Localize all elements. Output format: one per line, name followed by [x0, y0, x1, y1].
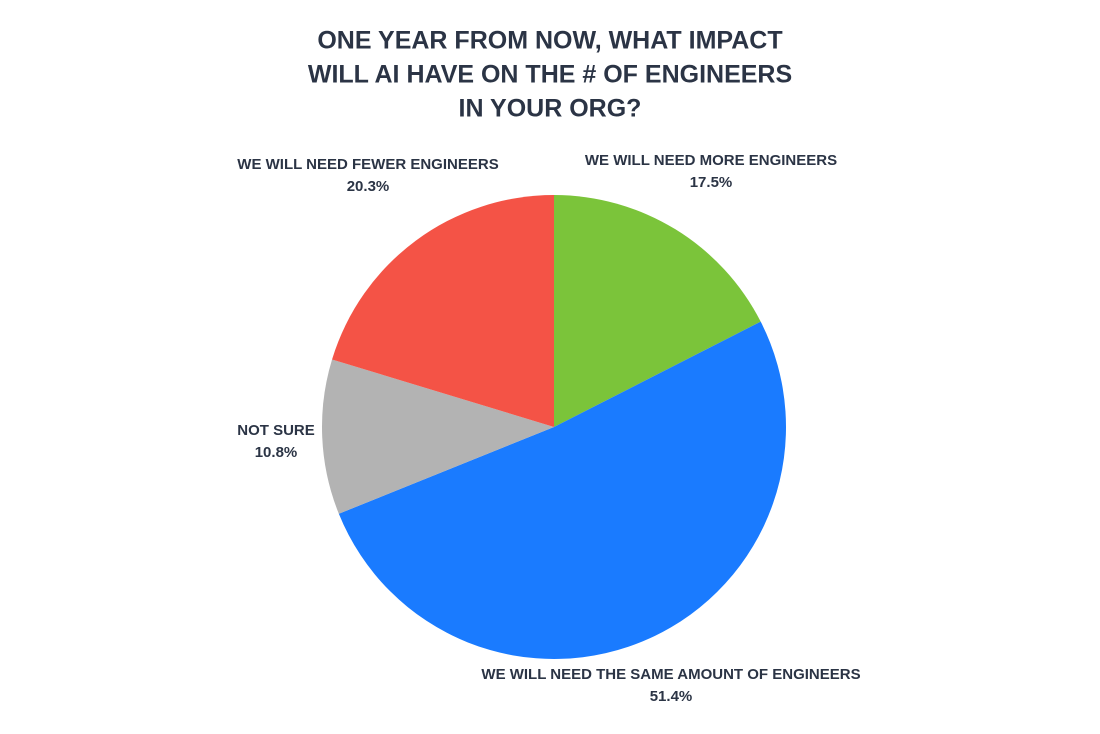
slice-label: WE WILL NEED MORE ENGINEERS	[585, 152, 837, 169]
slice-value: 20.3%	[347, 178, 390, 195]
slice-label: WE WILL NEED THE SAME AMOUNT OF ENGINEER…	[481, 666, 860, 683]
slice-value: 10.8%	[255, 444, 298, 461]
slice-value: 17.5%	[690, 174, 733, 191]
chart-title: IN YOUR ORG?	[459, 95, 642, 123]
slice-label: WE WILL NEED FEWER ENGINEERS	[237, 156, 498, 173]
pie-slice	[554, 195, 761, 427]
slice-label: NOT SURE	[237, 422, 315, 439]
pie-slice	[322, 359, 554, 514]
slice-value: 51.4%	[650, 688, 693, 705]
chart-title: ONE YEAR FROM NOW, WHAT IMPACT	[317, 27, 782, 55]
chart-title: WILL AI HAVE ON THE # OF ENGINEERS	[308, 61, 792, 89]
pie-slice	[338, 321, 786, 659]
pie-slice	[332, 195, 554, 427]
